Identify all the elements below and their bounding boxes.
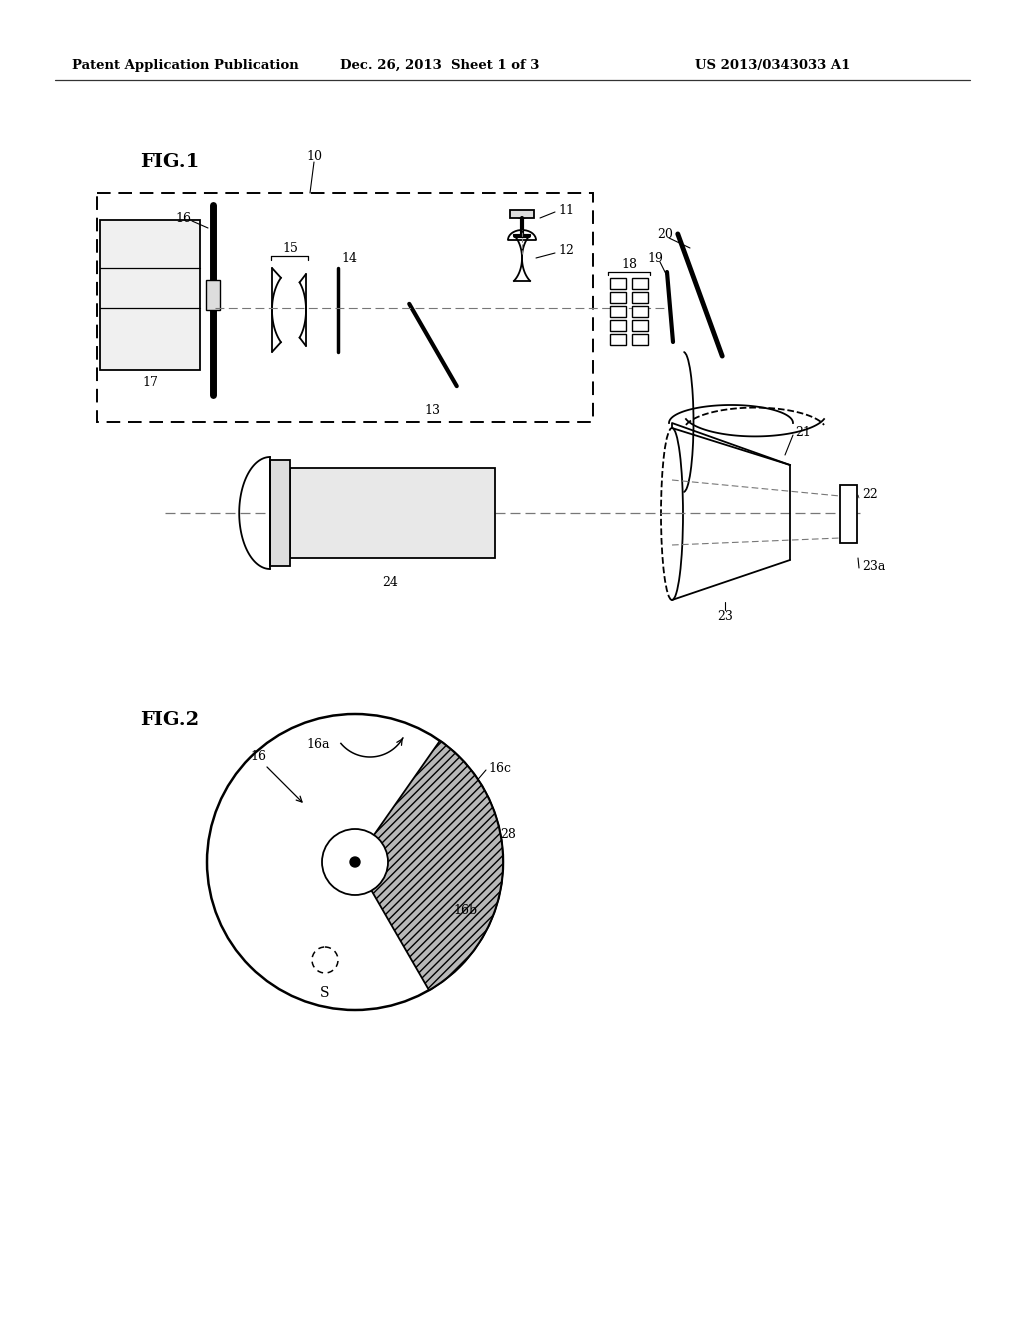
Text: 22: 22: [862, 488, 878, 502]
Bar: [632, 306, 648, 317]
Text: FIG.1: FIG.1: [140, 153, 200, 172]
Bar: [510, 210, 534, 218]
Bar: [206, 280, 220, 310]
Text: 16: 16: [250, 751, 266, 763]
Bar: [610, 279, 626, 289]
Text: 17: 17: [142, 376, 158, 389]
Text: FIG.2: FIG.2: [140, 711, 199, 729]
Bar: [632, 292, 648, 304]
Text: 19: 19: [647, 252, 663, 264]
Text: 23: 23: [717, 610, 733, 623]
Bar: [270, 459, 290, 566]
Text: 12: 12: [558, 243, 573, 256]
Bar: [100, 220, 200, 370]
Circle shape: [207, 714, 503, 1010]
Text: Dec. 26, 2013  Sheet 1 of 3: Dec. 26, 2013 Sheet 1 of 3: [340, 58, 540, 71]
Text: 20: 20: [657, 228, 673, 242]
Text: 24: 24: [382, 576, 398, 589]
Bar: [610, 306, 626, 317]
Bar: [632, 334, 648, 345]
Text: 23a: 23a: [862, 561, 886, 573]
Text: 11: 11: [558, 203, 574, 216]
Text: US 2013/0343033 A1: US 2013/0343033 A1: [695, 58, 850, 71]
Wedge shape: [355, 741, 503, 990]
Circle shape: [350, 857, 360, 867]
Text: 10: 10: [306, 149, 322, 162]
Bar: [632, 279, 648, 289]
Text: 16: 16: [175, 211, 191, 224]
Bar: [610, 319, 626, 331]
Text: 13: 13: [424, 404, 440, 417]
Bar: [610, 334, 626, 345]
Text: 28: 28: [500, 829, 516, 842]
Text: 18: 18: [621, 259, 637, 272]
Text: 14: 14: [341, 252, 357, 264]
Bar: [610, 292, 626, 304]
Circle shape: [322, 829, 388, 895]
Text: 16a: 16a: [306, 738, 330, 751]
Bar: [290, 469, 495, 558]
Text: 21: 21: [795, 425, 811, 438]
Text: 15: 15: [282, 242, 298, 255]
Text: 16c: 16c: [488, 762, 511, 775]
Bar: [632, 319, 648, 331]
Text: Patent Application Publication: Patent Application Publication: [72, 58, 299, 71]
Text: S: S: [321, 986, 330, 1001]
Text: 16b: 16b: [453, 903, 477, 916]
Bar: [840, 484, 857, 543]
